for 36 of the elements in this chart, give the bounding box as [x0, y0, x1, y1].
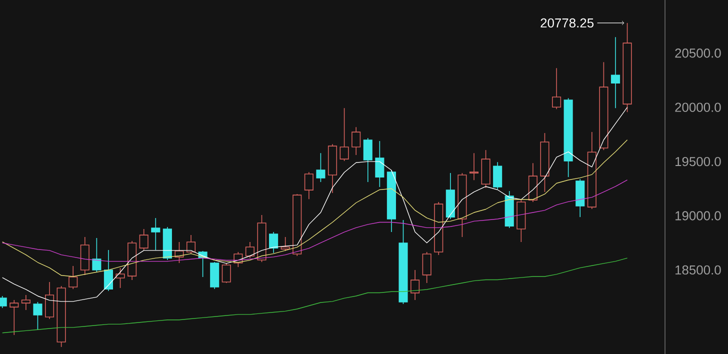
candlestick: [10, 300, 19, 336]
candlestick: [493, 162, 502, 190]
y-tick-label: 19000.0: [676, 211, 721, 220]
candlestick: [340, 108, 349, 162]
line-series: [2, 258, 628, 334]
y-tick-label: 19500.0: [676, 156, 721, 166]
candlestick: [245, 242, 254, 258]
candlestick: [269, 232, 278, 254]
candlestick: [552, 68, 562, 110]
candlestick: [363, 138, 372, 182]
candlestick: [33, 302, 42, 330]
candlestick: [210, 262, 220, 290]
candlestick: [528, 162, 538, 202]
y-tick-label: 20500.0: [675, 48, 721, 58]
candlestick: [304, 172, 314, 200]
candlestick: [92, 238, 102, 272]
candlestick: [139, 228, 148, 250]
candlestick: [410, 270, 420, 300]
candlestick: [375, 140, 384, 188]
candlestick: [352, 126, 361, 156]
annotation: 20778.25: [540, 18, 594, 28]
candlestick: [104, 250, 113, 292]
candlestick: [186, 234, 196, 254]
candlestick: [222, 262, 231, 284]
candlestick: [151, 218, 160, 250]
candlestick: [316, 152, 326, 182]
candlestick: [469, 152, 479, 180]
candlestick: [21, 294, 30, 310]
candlestick: [422, 252, 432, 284]
y-tick-label: 20000.0: [675, 102, 721, 112]
candlestick: [44, 282, 54, 320]
candlestick: [610, 36, 620, 108]
candlestick: [68, 266, 78, 290]
y-tick-label: 18500.0: [676, 265, 721, 275]
candlestick: [280, 236, 290, 252]
candlestick: [116, 268, 125, 288]
